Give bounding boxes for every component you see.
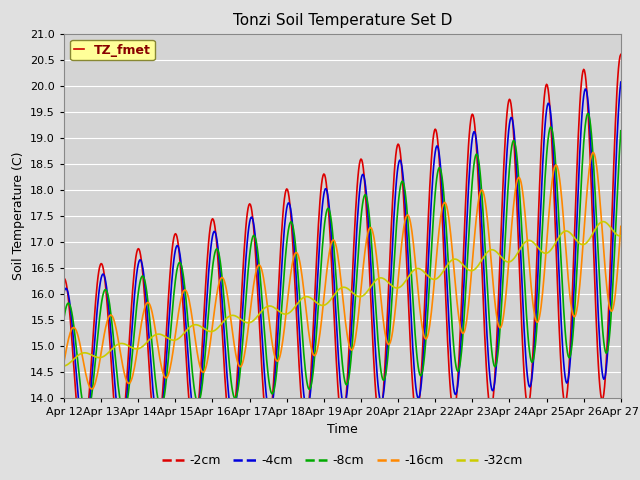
-8cm: [83, 414, 90, 420]
-2cm: [207, 220, 215, 226]
-32cm: [443, 263, 451, 269]
Title: Tonzi Soil Temperature Set D: Tonzi Soil Temperature Set D: [233, 13, 452, 28]
-32cm: [617, 233, 625, 239]
-16cm: [566, 298, 574, 304]
-16cm: [183, 289, 191, 295]
-4cm: [444, 294, 451, 300]
-4cm: [60, 289, 68, 295]
-2cm: [79, 441, 86, 446]
-8cm: [207, 280, 215, 286]
-8cm: [389, 284, 397, 289]
Line: -4cm: -4cm: [64, 82, 621, 433]
-32cm: [182, 328, 190, 334]
-2cm: [617, 51, 625, 57]
-16cm: [88, 386, 96, 392]
Line: -8cm: -8cm: [64, 114, 621, 417]
-16cm: [589, 150, 596, 156]
Line: -2cm: -2cm: [64, 54, 621, 444]
-32cm: [206, 329, 214, 335]
X-axis label: Time: Time: [327, 423, 358, 436]
-2cm: [444, 338, 451, 344]
-2cm: [389, 196, 397, 202]
-16cm: [60, 359, 68, 365]
-8cm: [60, 315, 68, 321]
-16cm: [389, 328, 397, 334]
-4cm: [80, 430, 88, 436]
-2cm: [335, 393, 342, 399]
Line: -16cm: -16cm: [64, 153, 621, 389]
-8cm: [183, 307, 191, 313]
-2cm: [183, 369, 191, 374]
-4cm: [566, 353, 574, 359]
-4cm: [617, 79, 625, 85]
Line: -32cm: -32cm: [64, 222, 621, 366]
-2cm: [60, 276, 68, 281]
Legend: -2cm, -4cm, -8cm, -16cm, -32cm: -2cm, -4cm, -8cm, -16cm, -32cm: [157, 449, 528, 472]
-16cm: [335, 258, 342, 264]
-8cm: [617, 128, 625, 133]
-4cm: [389, 238, 397, 243]
-4cm: [183, 337, 191, 343]
-2cm: [566, 336, 574, 341]
-16cm: [207, 335, 215, 341]
-16cm: [617, 224, 625, 229]
Y-axis label: Soil Temperature (C): Soil Temperature (C): [12, 152, 25, 280]
-8cm: [566, 352, 574, 358]
-32cm: [388, 283, 396, 288]
-32cm: [566, 229, 573, 235]
-4cm: [207, 244, 215, 250]
-16cm: [444, 207, 451, 213]
-4cm: [335, 357, 342, 362]
-32cm: [60, 363, 68, 369]
-32cm: [334, 288, 342, 293]
-8cm: [584, 111, 591, 117]
-32cm: [599, 219, 607, 225]
-8cm: [335, 312, 342, 317]
-8cm: [444, 248, 451, 253]
